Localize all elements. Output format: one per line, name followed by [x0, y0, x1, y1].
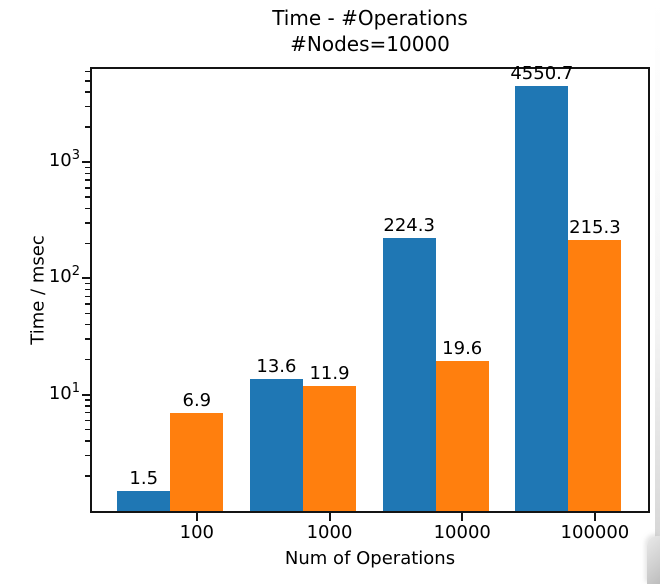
chart-title-block: Time - #Operations #Nodes=10000 — [90, 5, 650, 57]
y-minor-tick — [85, 187, 90, 189]
y-minor-tick — [85, 179, 90, 181]
y-tick-exponent: 1 — [71, 380, 80, 396]
bar-value-label: 11.9 — [309, 362, 350, 384]
y-major-tick — [82, 161, 90, 164]
y-minor-tick — [85, 222, 90, 224]
plot-area: 101 102 103 100 1000 10000 100000 1.5 13.6 224.3 4… — [49, 64, 650, 542]
x-tick-label: 1000 — [306, 522, 353, 543]
y-tick-label: 101 — [48, 380, 80, 404]
y-minor-tick — [85, 303, 90, 305]
x-tick-label: 100000 — [560, 522, 630, 543]
y-minor-tick — [85, 70, 90, 73]
x-major-tick — [195, 513, 198, 521]
y-minor-tick — [85, 440, 90, 442]
y-major-tick — [82, 393, 90, 396]
y-tick-label: 103 — [48, 148, 80, 172]
y-minor-tick — [85, 242, 90, 245]
x-tick-label: 100 — [179, 522, 215, 543]
y-minor-tick — [85, 282, 90, 285]
y-major-tick — [82, 277, 90, 280]
y-minor-tick — [85, 411, 90, 414]
y-minor-tick — [85, 428, 90, 431]
blue-series-bar — [249, 379, 303, 511]
y-minor-tick — [85, 105, 90, 108]
plot-inner: 101 102 103 100 1000 10000 100000 1.5 13.6 224.3 4… — [49, 64, 648, 541]
bar-value-label: 6.9 — [182, 390, 212, 412]
bar-value-label: 13.6 — [256, 356, 297, 378]
y-minor-tick — [85, 338, 90, 340]
y-minor-tick — [85, 80, 90, 82]
x-major-tick — [328, 513, 331, 521]
y-tick-label: 102 — [48, 264, 80, 288]
y-minor-tick — [85, 196, 90, 198]
y-minor-tick — [85, 358, 90, 361]
y-minor-tick — [85, 419, 90, 422]
y-minor-tick — [85, 323, 90, 326]
y-tick-exponent: 2 — [71, 264, 80, 280]
x-major-tick — [593, 513, 596, 521]
y-minor-tick — [85, 475, 90, 477]
blue-series-bar — [382, 237, 436, 511]
orange-series-bar — [435, 360, 489, 511]
y-minor-tick — [85, 454, 90, 457]
y-minor-tick — [85, 166, 90, 169]
y-minor-tick — [85, 91, 90, 93]
y-axis-label: Time / msec — [27, 235, 49, 345]
chart-title: Time - #Operations — [272, 6, 468, 30]
y-minor-tick — [85, 288, 90, 291]
x-major-tick — [461, 513, 464, 521]
y-minor-tick — [85, 399, 90, 401]
screen-right-edge-artifact — [655, 0, 660, 584]
orange-series-bar — [302, 385, 357, 511]
orange-series-bar — [170, 413, 224, 511]
y-minor-tick — [85, 312, 90, 315]
bar-value-label: 19.6 — [442, 337, 483, 359]
y-minor-tick — [85, 295, 90, 298]
x-axis-label: Num of Operations — [284, 548, 456, 569]
y-tick-exponent: 3 — [71, 148, 80, 164]
bar-value-label: 215.3 — [569, 216, 621, 238]
y-minor-tick — [85, 172, 90, 175]
bar-value-label: 224.3 — [383, 214, 435, 236]
y-minor-tick — [85, 126, 90, 128]
blue-series-bar — [117, 490, 171, 511]
y-minor-tick — [85, 405, 90, 407]
chart-subtitle: #Nodes=10000 — [290, 32, 450, 56]
y-minor-tick — [85, 207, 90, 210]
blue-series-bar — [515, 85, 569, 511]
bar-value-label: 4550.7 — [510, 62, 574, 84]
orange-series-bar — [568, 239, 622, 511]
bar-value-label: 1.5 — [129, 467, 159, 489]
x-tick-label: 10000 — [433, 522, 491, 543]
